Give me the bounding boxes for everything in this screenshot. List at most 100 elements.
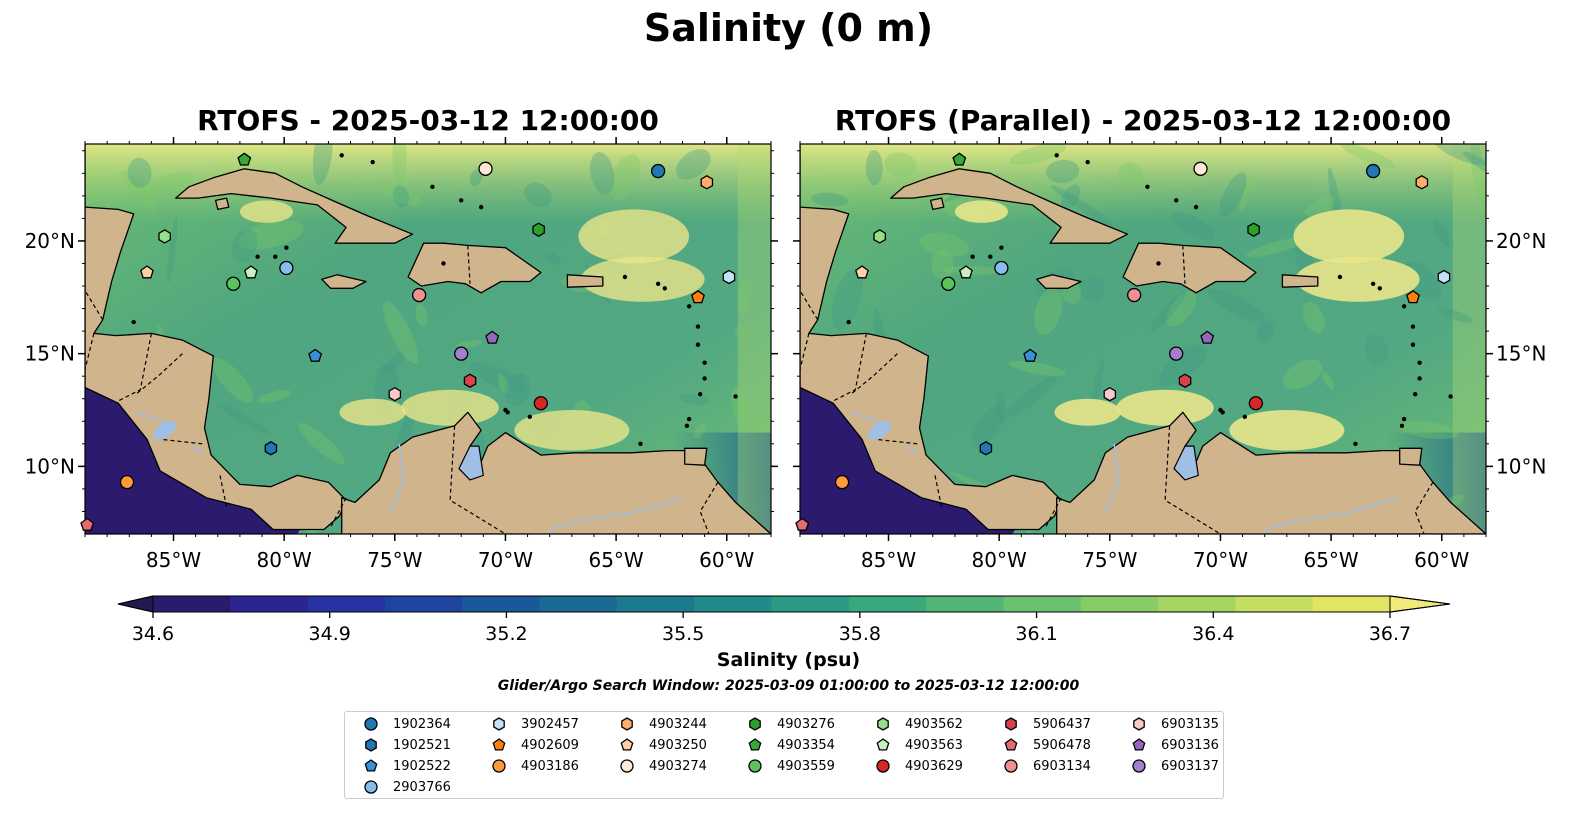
island <box>695 324 701 329</box>
legend-item-3902457: 3902457 <box>489 715 579 733</box>
legend-label: 5906437 <box>1033 716 1091 732</box>
x-tick-label: 70°W <box>1193 548 1248 572</box>
float-marker-2903766 <box>994 260 1009 276</box>
legend-label: 3902457 <box>521 716 579 732</box>
legend-item-4903563: 4903563 <box>873 736 963 754</box>
legend-label: 4903563 <box>905 737 963 753</box>
colorbar-tick-label: 35.5 <box>662 623 704 645</box>
country-border <box>934 475 943 508</box>
legend-item-1902521: 1902521 <box>361 736 451 754</box>
island <box>684 423 690 428</box>
land-polygon <box>175 168 414 244</box>
legend-marker <box>493 717 505 731</box>
legend-label: 4903274 <box>649 758 707 774</box>
legend-item-4903244: 4903244 <box>617 715 707 733</box>
legend-marker-circle-icon <box>1132 759 1146 773</box>
land-polygon <box>566 274 604 288</box>
colorbar-segment <box>848 596 927 612</box>
float-marker-1902521 <box>264 441 278 456</box>
legend-marker <box>492 738 506 751</box>
lake-maracaibo <box>1173 445 1199 481</box>
legend-label: 6903134 <box>1033 758 1091 774</box>
float-marker-4903250 <box>855 265 869 279</box>
legend-marker-hexagon-icon <box>749 717 761 731</box>
legend-label: 6903135 <box>1161 716 1219 732</box>
x-tick-label: 65°W <box>588 548 643 572</box>
legend-marker-circle-icon <box>364 780 378 794</box>
island <box>255 254 260 259</box>
legend-label: 4903244 <box>649 716 707 732</box>
island <box>131 319 136 325</box>
float-marker-6903137 <box>454 346 469 361</box>
colorbar-segment <box>694 596 772 612</box>
colorbar-segment <box>307 596 386 612</box>
legend-marker <box>877 717 889 731</box>
island <box>284 245 289 250</box>
island <box>1145 184 1150 190</box>
float-marker-6903134 <box>1126 287 1142 303</box>
legend-marker <box>621 717 633 731</box>
country-border <box>800 290 819 321</box>
colorbar-label: Salinity (psu) <box>716 649 861 671</box>
land-polygon <box>890 168 1129 244</box>
legend-label: 4903354 <box>777 737 835 753</box>
legend-marker-hexagon-icon <box>493 717 505 731</box>
legend-marker <box>1133 717 1145 731</box>
land-polygon <box>321 274 367 289</box>
float-marker-1902522 <box>1023 348 1038 362</box>
x-tick-label: 60°W <box>1414 548 1469 572</box>
map-rtofs-parallel: 85°W 80°W 75°W 70°W 65°W 60°W 10°N 15°N 20°N <box>793 137 1546 572</box>
land-polygon <box>1036 274 1082 289</box>
country-border <box>850 353 898 395</box>
country-border <box>160 438 203 445</box>
colorbar-segment <box>771 596 850 612</box>
legend-marker <box>1004 738 1018 751</box>
legend-item-2903766: 2903766 <box>361 778 451 796</box>
legend-label: 4903559 <box>777 758 835 774</box>
colorbar-segment <box>230 596 309 612</box>
colorbar-segment <box>1312 596 1391 612</box>
legend-marker-hexagon-icon <box>621 717 633 731</box>
colorbar-segment <box>1003 596 1082 612</box>
float-marker-4903629 <box>1248 396 1264 411</box>
island <box>1242 414 1247 419</box>
legend-item-4903186: 4903186 <box>489 757 579 775</box>
legend-marker-circle-icon <box>492 759 506 773</box>
colorbar-segment <box>153 596 231 612</box>
legend-marker-circle-icon <box>876 759 890 773</box>
y-tick-label: 10°N <box>25 454 75 478</box>
island <box>1353 441 1358 447</box>
panel-title-rtofs: RTOFS - 2025-03-12 12:00:00 <box>197 104 659 137</box>
island <box>686 304 692 309</box>
legend-label: 2903766 <box>393 779 451 795</box>
legend-marker <box>1005 717 1017 731</box>
float-marker-4903250 <box>140 265 154 279</box>
x-tick-label: 80°W <box>972 548 1027 572</box>
river <box>190 445 203 454</box>
colorbar-segment <box>616 596 695 612</box>
island <box>1448 394 1453 399</box>
legend-marker <box>364 759 378 772</box>
country-border <box>85 333 95 370</box>
float-marker-4903274 <box>1193 161 1208 176</box>
island <box>273 254 278 259</box>
float-marker-6903136 <box>1200 330 1215 344</box>
land-polygon <box>684 447 708 466</box>
legend-label: 4903629 <box>905 758 963 774</box>
country-border <box>832 333 867 402</box>
legend-item-4903354: 4903354 <box>745 736 835 754</box>
x-tick-label: 80°W <box>257 548 312 572</box>
colorbar-extend-low <box>117 595 154 613</box>
float-marker-5906437 <box>463 373 477 388</box>
float-marker-1902521 <box>979 441 993 456</box>
colorbar-tick-label: 36.7 <box>1369 623 1411 645</box>
island <box>1220 410 1225 415</box>
legend-marker <box>1132 738 1146 751</box>
colorbar: 34.6 34.9 35.2 35.5 35.8 36.1 36.4 36.7 <box>117 595 1451 645</box>
float-marker-1902522 <box>308 348 323 362</box>
island <box>733 394 738 399</box>
island <box>370 159 375 165</box>
float-marker-4903354 <box>237 152 252 166</box>
pacific-low-salinity <box>85 387 347 534</box>
